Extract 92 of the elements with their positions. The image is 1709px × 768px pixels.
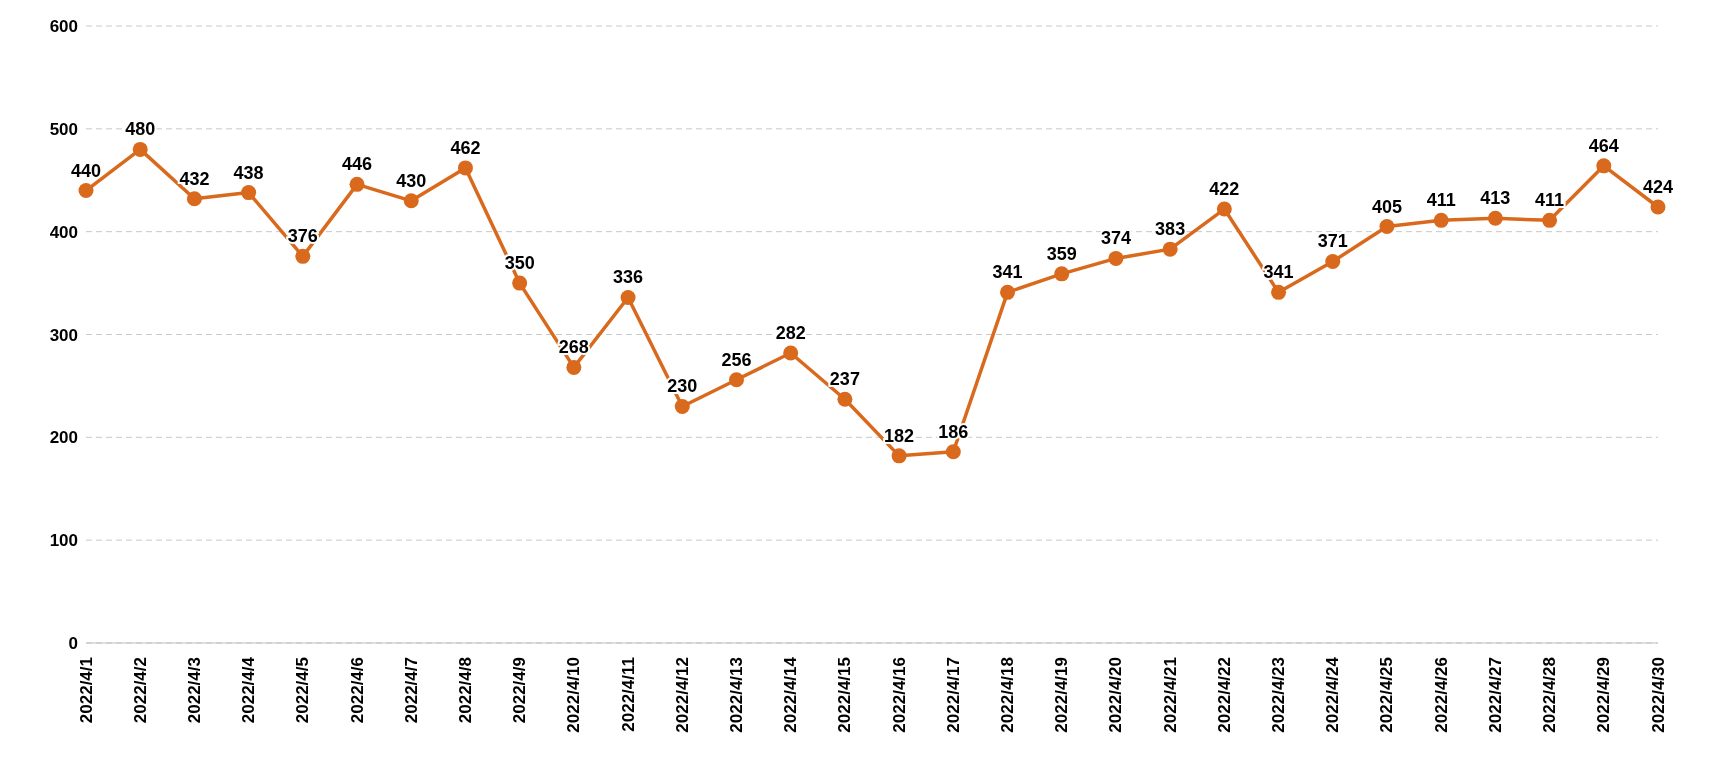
point: [186, 191, 202, 207]
point: [457, 160, 473, 176]
y-tick-label: 300: [49, 325, 78, 345]
point: [620, 289, 636, 305]
x-tick-label: 2022/4/15: [835, 657, 855, 733]
x-tick-label: 2022/4/14: [781, 656, 801, 733]
x-tick-label: 2022/4/7: [401, 657, 421, 724]
x-tick-label: 2022/4/10: [564, 657, 584, 733]
data-label: 374: [1100, 228, 1131, 249]
data-label: 256: [721, 349, 752, 370]
point: [241, 185, 257, 201]
data-label: 336: [613, 267, 644, 288]
x-tick-label: 2022/4/20: [1106, 657, 1126, 733]
data-label: 430: [396, 170, 427, 191]
x-tick-label: 2022/4/19: [1052, 657, 1072, 733]
point: [1054, 266, 1070, 282]
x-tick-label: 2022/4/29: [1594, 657, 1614, 733]
x-tick-label: 2022/4/1: [76, 657, 96, 724]
data-label: 462: [450, 137, 481, 158]
data-label: 464: [1588, 135, 1619, 156]
y-tick-label: 200: [49, 428, 78, 448]
data-label: 480: [125, 119, 156, 140]
x-tick-label: 2022/4/6: [347, 657, 367, 724]
point: [78, 183, 94, 199]
x-tick-label: 2022/4/23: [1269, 657, 1289, 733]
point: [1000, 284, 1016, 300]
point: [891, 448, 907, 464]
x-tick-label: 2022/4/3: [184, 657, 204, 724]
point: [1162, 241, 1178, 257]
x-tick-label: 2022/4/13: [726, 657, 746, 733]
data-label: 411: [1535, 190, 1565, 211]
point: [512, 275, 528, 291]
data-label: 282: [775, 323, 806, 344]
point: [728, 372, 744, 388]
point: [837, 391, 853, 407]
point: [295, 248, 311, 264]
x-tick-label: 2022/4/28: [1540, 657, 1560, 733]
point: [1216, 201, 1232, 217]
y-tick-label: 600: [49, 17, 78, 37]
x-tick-label: 2022/4/16: [889, 657, 909, 733]
data-label: 359: [1046, 243, 1077, 264]
point: [1596, 158, 1612, 174]
y-tick-label: 100: [49, 531, 78, 551]
point: [674, 398, 690, 414]
y-tick-label: 500: [49, 119, 78, 139]
point: [1487, 210, 1503, 226]
point: [1271, 284, 1287, 300]
data-label: 411: [1426, 190, 1456, 211]
x-tick-label: 2022/4/18: [998, 657, 1018, 733]
y-tick-label: 400: [49, 222, 78, 242]
x-tick-label: 2022/4/26: [1431, 657, 1451, 733]
point: [349, 176, 365, 192]
x-tick-label: 2022/4/30: [1648, 657, 1668, 733]
data-label: 405: [1371, 196, 1402, 217]
point: [783, 345, 799, 361]
point: [1542, 212, 1558, 228]
x-tick-label: 2022/4/17: [943, 657, 963, 733]
point: [1433, 212, 1449, 228]
data-label: 341: [992, 262, 1023, 283]
data-label: 432: [179, 168, 210, 189]
point: [1379, 219, 1395, 235]
data-label: 440: [70, 160, 102, 181]
point: [403, 193, 419, 209]
x-tick-label: 2022/4/11: [618, 657, 638, 732]
data-label: 446: [342, 154, 373, 175]
point: [945, 444, 961, 460]
point: [566, 359, 582, 375]
x-tick-label: 2022/4/5: [293, 657, 313, 724]
x-tick-label: 2022/4/2: [130, 657, 150, 724]
data-label: 371: [1317, 231, 1348, 252]
data-label: 237: [829, 369, 860, 390]
x-tick-label: 2022/4/4: [239, 656, 259, 724]
x-tick-label: 2022/4/25: [1377, 657, 1397, 733]
data-label: 413: [1480, 188, 1511, 209]
data-label: 424: [1642, 176, 1674, 197]
data-label: 383: [1155, 219, 1186, 240]
x-tick-label: 2022/4/21: [1160, 657, 1180, 733]
point: [1650, 199, 1666, 215]
data-label: 438: [233, 162, 264, 183]
point: [1108, 250, 1124, 266]
point: [132, 141, 148, 157]
data-label: 182: [884, 425, 915, 446]
point: [1325, 253, 1341, 269]
x-tick-label: 2022/4/27: [1485, 657, 1505, 733]
data-label: 376: [287, 226, 318, 247]
x-tick-label: 2022/4/9: [510, 657, 530, 724]
x-tick-label: 2022/4/12: [672, 657, 692, 733]
y-tick-label: 0: [68, 634, 78, 654]
data-label: 422: [1209, 179, 1240, 200]
x-tick-label: 2022/4/22: [1214, 657, 1234, 733]
x-tick-label: 2022/4/8: [455, 657, 475, 724]
x-tick-label: 2022/4/24: [1323, 656, 1343, 733]
